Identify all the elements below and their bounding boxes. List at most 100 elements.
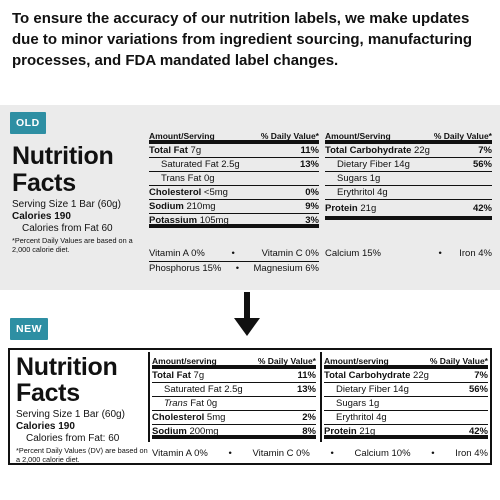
- old-vitamin-a: Vitamin A 0%: [149, 248, 205, 259]
- old-right-table: Amount/Serving % Daily Value* Total Carb…: [325, 130, 492, 220]
- old-calories: Calories 190: [12, 211, 71, 222]
- old-row-sodium: Sodium 210mg 9%: [149, 200, 319, 214]
- nutrient-name: Cholesterol: [149, 187, 202, 198]
- new-row-protein: Protein 21g 42%: [324, 425, 488, 439]
- old-row-saturated-fat: Saturated Fat 2.5g 13%: [149, 158, 319, 172]
- new-serving-size: Serving Size 1 Bar (60g): [16, 409, 125, 420]
- nutrient-amount: 4g: [377, 187, 388, 198]
- old-vitamins-line1: Vitamin A 0% • Vitamin C 0%: [149, 248, 319, 262]
- old-calories-fat: Calories from Fat 60: [22, 223, 113, 234]
- nutrient-dv: 11%: [297, 370, 317, 381]
- nutrient-amount: 21g: [360, 203, 377, 214]
- nutrient-name: Total Fat: [149, 145, 188, 156]
- old-magnesium: Magnesium 6%: [253, 263, 319, 274]
- nutrient-amount: 22g: [413, 370, 429, 381]
- bullet: •: [228, 448, 232, 459]
- nutrient-name: Total Carbohydrate: [325, 145, 412, 156]
- nutrient-name: Protein: [324, 426, 357, 437]
- nutrient-amount: 21g: [359, 426, 376, 437]
- new-row-saturated-fat: Saturated Fat 2.5g 13%: [152, 383, 316, 397]
- new-left-header-amount: Amount/serving: [152, 356, 217, 366]
- new-calories: Calories 190: [16, 421, 75, 432]
- old-left-header-dv: % Daily Value*: [260, 131, 319, 141]
- nutrient-dv: 11%: [300, 145, 320, 156]
- old-right-header-dv: % Daily Value*: [433, 131, 492, 141]
- old-row-protein: Protein 21g 42%: [325, 200, 492, 220]
- old-phosphorus: Phosphorus 15%: [149, 263, 222, 274]
- bullet: •: [438, 248, 442, 259]
- nutrient-name: Total Carbohydrate: [324, 370, 411, 381]
- old-left-table: Amount/Serving % Daily Value* Total Fat …: [149, 130, 319, 228]
- old-title-line1: Nutrition: [12, 142, 114, 170]
- nutrient-dv: 56%: [468, 384, 488, 395]
- bullet: •: [330, 448, 334, 459]
- nutrient-name: Erythritol: [336, 412, 374, 423]
- new-left-header: Amount/serving % Daily Value*: [152, 355, 316, 369]
- old-row-total-fat: Total Fat 7g 11%: [149, 144, 319, 158]
- old-nutrition-facts-heading: Nutrition Facts Serving Size 1 Bar (60g)…: [12, 142, 146, 255]
- new-row-sugars: Sugars 1g: [324, 397, 488, 411]
- intro-text: To ensure the accuracy of our nutrition …: [12, 10, 473, 69]
- nutrient-name: Total Fat: [152, 370, 191, 381]
- new-left-table: Amount/serving % Daily Value* Total Fat …: [152, 355, 316, 439]
- nutrient-dv: 13%: [296, 384, 316, 395]
- bullet: •: [231, 248, 235, 259]
- new-iron: Iron 4%: [455, 448, 488, 459]
- nutrient-amount: 14g: [393, 384, 409, 395]
- new-row-dietary-fiber: Dietary Fiber 14g 56%: [324, 383, 488, 397]
- nutrient-name: Saturated Fat: [164, 384, 222, 395]
- nutrient-amount: 7g: [190, 145, 202, 156]
- nutrient-name: Dietary Fiber: [336, 384, 391, 395]
- nutrient-name: Sodium: [149, 201, 184, 212]
- nutrient-amount: 210mg: [186, 201, 216, 212]
- new-vitamins-line: Vitamin A 0% • Vitamin C 0% • Calcium 10…: [152, 448, 488, 459]
- old-left-header-amount: Amount/Serving: [149, 131, 215, 141]
- nutrient-name: Trans: [164, 398, 188, 409]
- nutrient-amount: 4g: [376, 412, 387, 423]
- new-vitamin-c: Vitamin C 0%: [252, 448, 310, 459]
- nutrient-amount: 2.5g: [224, 384, 243, 395]
- nutrient-amount: 22g: [414, 145, 430, 156]
- new-row-total-fat: Total Fat 7g 11%: [152, 369, 316, 383]
- nutrient-dv: 7%: [478, 145, 492, 156]
- down-arrow-icon: [234, 292, 260, 336]
- new-footnote: *Percent Daily Values (DV) are based on …: [16, 446, 148, 464]
- nutrient-amount: 105mg: [199, 215, 229, 226]
- old-row-trans-fat: Trans Fat 0g: [149, 172, 319, 186]
- new-row-trans-fat: Trans Fat 0g: [152, 397, 316, 411]
- nutrient-dv: 2%: [302, 412, 316, 423]
- new-left-header-dv: % Daily Value*: [257, 356, 316, 366]
- nutrient-dv: 7%: [474, 370, 488, 381]
- nutrient-name: Saturated Fat: [161, 159, 219, 170]
- nutrient-dv: 9%: [305, 201, 319, 212]
- old-row-total-carbohydrate: Total Carbohydrate 22g 7%: [325, 144, 492, 158]
- new-divider-mid: [320, 352, 322, 442]
- old-serving-size: Serving Size 1 Bar (60g): [12, 199, 121, 210]
- new-badge: NEW: [10, 318, 48, 340]
- new-row-sodium: Sodium 200mg 8%: [152, 425, 316, 439]
- nutrient-amount: 5mg: [206, 412, 226, 423]
- new-title-line1: Nutrition: [16, 353, 118, 381]
- nutrient-amount: 14g: [394, 159, 410, 170]
- old-minerals-line: Calcium 15% • Iron 4%: [325, 248, 492, 259]
- nutrient-amount: 7g: [193, 370, 205, 381]
- nutrient-dv: 3%: [305, 215, 319, 226]
- new-divider-left: [148, 352, 150, 442]
- nutrient-dv: 8%: [302, 426, 316, 437]
- old-calcium: Calcium 15%: [325, 248, 381, 259]
- old-vitamins-line2: Phosphorus 15% • Magnesium 6%: [149, 263, 319, 274]
- nutrient-dv: 56%: [472, 159, 492, 170]
- nutrient-dv: 0%: [305, 187, 319, 198]
- nutrient-name: Potassium: [149, 215, 198, 226]
- nutrient-name: Sodium: [152, 426, 187, 437]
- new-nutrition-facts-heading: Nutrition Facts Serving Size 1 Bar (60g)…: [16, 354, 150, 464]
- old-row-potassium: Potassium 105mg 3%: [149, 214, 319, 228]
- new-right-header: Amount/serving % Daily Value*: [324, 355, 488, 369]
- nutrient-dv: 13%: [299, 159, 319, 170]
- new-right-header-dv: % Daily Value*: [429, 356, 488, 366]
- old-right-header: Amount/Serving % Daily Value*: [325, 130, 492, 144]
- new-vitamin-a: Vitamin A 0%: [152, 448, 208, 459]
- nutrient-name: Protein: [325, 203, 358, 214]
- old-badge: OLD: [10, 112, 46, 134]
- old-row-cholesterol: Cholesterol <5mg 0%: [149, 186, 319, 200]
